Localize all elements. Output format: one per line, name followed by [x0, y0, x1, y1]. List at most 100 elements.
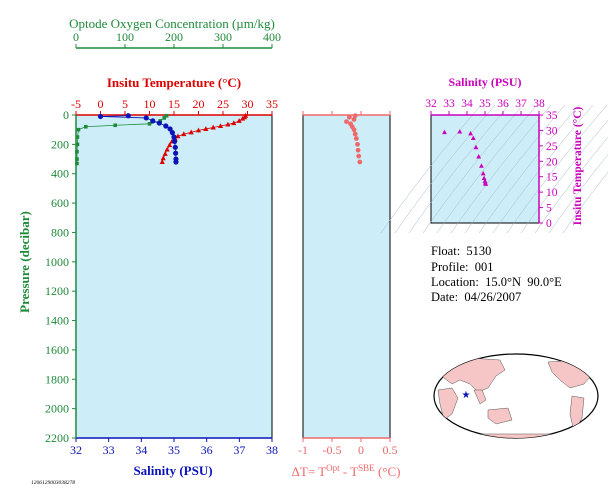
- ts-point: [470, 135, 476, 140]
- temperature-point: [210, 124, 216, 130]
- temperature-point: [164, 146, 170, 152]
- ts-salinity-tick-label: 34: [461, 98, 473, 110]
- ts-salinity-tick-label: 37: [515, 98, 527, 110]
- temperature-point: [236, 118, 242, 123]
- delta-t-panel-background: [302, 114, 391, 439]
- salinity-tick-label: 33: [103, 443, 115, 457]
- delta-t-point: [344, 119, 349, 125]
- temperature-tick-label: 20: [193, 97, 205, 111]
- delta-t-series: [344, 113, 363, 165]
- temperature-point: [217, 123, 224, 129]
- temperature-point: [231, 120, 237, 126]
- temperature-tick-label: 30: [242, 97, 254, 111]
- oxygen-point: [113, 123, 117, 128]
- pressure-tick-label: 1200: [45, 284, 69, 298]
- pressure-tick-label: 0: [63, 108, 69, 122]
- delta-t-axis-title: ΔT= TOpt - TSBE (°C): [292, 463, 401, 479]
- density-contour: [380, 104, 482, 234]
- location-label: Location: 15.0°N 90.0°E: [431, 275, 562, 289]
- temperature-point: [175, 133, 181, 139]
- density-contour: [394, 104, 496, 234]
- density-contour: [464, 104, 566, 234]
- salinity-point: [156, 120, 162, 126]
- delta-t-axis: -1 -0.5 0 0.5: [298, 111, 398, 457]
- delta-t-point: [347, 114, 352, 120]
- temperature-point: [160, 155, 166, 161]
- oxygen-tick-label: 400: [263, 30, 281, 44]
- temperature-tick-label: 25: [217, 97, 229, 111]
- pressure-tick-label: 2200: [45, 431, 69, 445]
- temperature-point: [240, 115, 246, 121]
- pressure-tick-label: 600: [51, 196, 69, 210]
- oxygen-point: [75, 142, 80, 147]
- temperature-tick-label: 10: [144, 97, 156, 111]
- pressure-tick-label: 1400: [45, 314, 69, 328]
- salinity-point: [163, 123, 169, 129]
- oxygen-axis-title: Optode Oxygen Concentration (µm/kg): [69, 16, 275, 31]
- temperature-tick-label: 35: [266, 97, 278, 111]
- salinity-tick-label: 35: [168, 443, 180, 457]
- density-contour: [548, 153, 608, 234]
- ts-point: [468, 130, 473, 136]
- salinity-point: [169, 130, 175, 136]
- main-profile-panel: 0200400600800100012001400160018002000220…: [17, 16, 281, 478]
- salinity-axis-title: Salinity (PSU): [133, 463, 212, 478]
- salinity-point: [172, 138, 178, 145]
- ts-density-contours: [380, 104, 608, 234]
- ts-point: [482, 178, 488, 183]
- delta-t-point: [351, 117, 357, 122]
- oxygen-point: [75, 135, 80, 139]
- delta-t-point: [353, 136, 359, 141]
- antarctica-land: [434, 433, 598, 438]
- pressure-tick-label: 1000: [45, 255, 69, 269]
- salinity-tick-label: 34: [135, 443, 147, 457]
- pressure-tick-label: 2000: [45, 402, 69, 416]
- oxygen-point: [162, 116, 166, 120]
- ts-temperature-tick-label: 15: [546, 172, 558, 184]
- pressure-axis: 0 200 400 600 800 1000 1200 1400 1600 1800 2000 220…: [45, 108, 76, 445]
- density-contour: [520, 119, 608, 234]
- oxygen-point: [75, 157, 79, 161]
- ts-point: [479, 163, 484, 168]
- ts-temperature-tick-label: 25: [546, 141, 558, 153]
- oxygen-tick-label: 100: [116, 30, 134, 44]
- pressure-tick-label: 800: [51, 225, 69, 239]
- ts-temperature-tick-label: 20: [546, 156, 558, 168]
- oxygen-tick-label: 300: [214, 30, 232, 44]
- temperature-point: [162, 151, 168, 156]
- density-contour: [478, 104, 580, 234]
- salinity-point: [97, 113, 104, 120]
- ts-temperature-tick-label: 5: [546, 203, 552, 215]
- australia-land: [487, 407, 513, 425]
- salinity-tick-label: 37: [233, 443, 245, 457]
- delta-t-point: [357, 159, 363, 165]
- density-contour: [408, 104, 510, 234]
- density-contour: [450, 104, 552, 234]
- ts-temperature-tick-label: 0: [546, 218, 552, 230]
- temperature-tick-label: 5: [122, 97, 128, 111]
- ts-salinity-tick-label: 38: [533, 98, 545, 110]
- temperature-point: [225, 121, 231, 127]
- salinity-series: [97, 113, 179, 165]
- oxygen-tick-label: 200: [165, 30, 183, 44]
- temperature-tick-label: 0: [98, 97, 104, 111]
- oxygen-point: [147, 122, 152, 126]
- temperature-axis: -5 0 5 10 15 20 25 30 35: [71, 97, 278, 115]
- density-contour: [422, 104, 524, 234]
- density-contour: [436, 104, 538, 234]
- indochina-land: [473, 389, 487, 405]
- temperature-series: [159, 112, 249, 164]
- temperature-point: [181, 131, 187, 137]
- temperature-axis-title: Insitu Temperature (°C): [107, 75, 241, 90]
- oxygen-point: [84, 124, 88, 129]
- ts-salinity-tick-label: 35: [479, 98, 491, 110]
- ts-point: [476, 154, 482, 159]
- ts-salinity-title: Salinity (PSU): [448, 75, 521, 89]
- pressure-axis-title: Pressure (decibar): [17, 211, 32, 313]
- ts-series: [442, 129, 489, 186]
- density-contour: [492, 104, 594, 234]
- pressure-tick-label: 1800: [45, 372, 69, 386]
- date-label: Date: 04/26/2007: [431, 290, 522, 304]
- density-contour: [534, 136, 608, 234]
- density-contour: [562, 171, 608, 234]
